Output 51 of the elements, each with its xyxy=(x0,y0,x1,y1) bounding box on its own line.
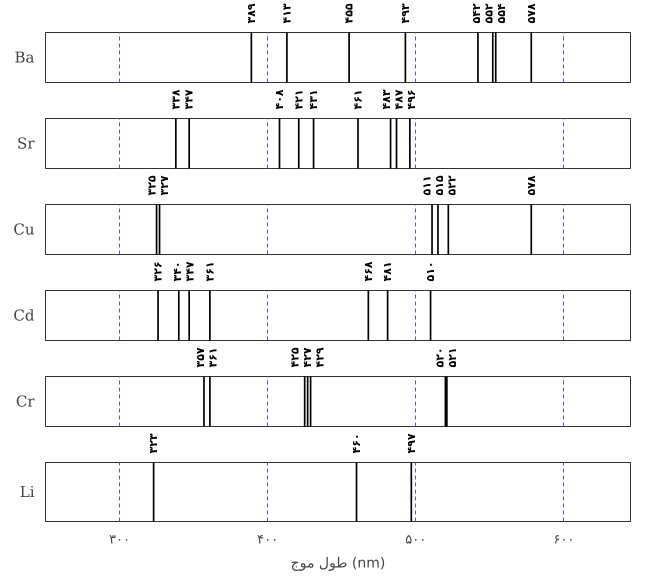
annotation: ۴۶۰ xyxy=(350,433,364,454)
annotation: ۴۸۱ xyxy=(381,261,394,282)
y-axis-title: Sr xyxy=(17,134,36,152)
annotation: ۵۷۸ xyxy=(524,3,538,24)
annotation: ۵۲۰ xyxy=(433,347,446,368)
annotation: ۴۹۳ xyxy=(398,3,412,24)
annotation: ۳۲۵ xyxy=(145,175,158,196)
annotation: ۴۲۵ xyxy=(288,347,302,368)
annotation: ۵۲۱ xyxy=(446,347,459,368)
annotation: ۳۸۹ xyxy=(244,3,258,24)
annotation: ۳۴۷ xyxy=(182,89,196,110)
y-axis-title: Cr xyxy=(16,392,36,410)
annotation: ۵۷۸ xyxy=(524,175,538,196)
annotation: ۳۶۱ xyxy=(203,261,216,282)
annotation: ۵۴۲ xyxy=(470,3,483,24)
annotation: ۴۹۶ xyxy=(404,89,418,110)
annotation: ۳۳۸ xyxy=(169,89,182,110)
annotation: ۳۴۰ xyxy=(171,261,184,282)
annotation: ۵۵۴ xyxy=(494,3,508,24)
annotation: ۴۵۵ xyxy=(342,3,356,24)
y-axis-title: Li xyxy=(20,483,35,501)
annotation: ۴۶۸ xyxy=(362,261,375,282)
annotation: ۳۲۳ xyxy=(147,433,160,454)
x-tick-label: ۵۰۰ xyxy=(405,532,426,548)
x-tick-label: ۴۰۰ xyxy=(257,532,278,548)
y-axis-title: Ba xyxy=(14,48,35,66)
annotation: ۵۱۰ xyxy=(424,261,438,282)
annotation: ۴۲۹ xyxy=(314,347,327,368)
annotation: ۴۲۱ xyxy=(292,89,306,110)
annotation: ۴۱۳ xyxy=(280,3,294,24)
annotation: ۴۸۳ xyxy=(380,89,393,110)
annotation: ۳۴۷ xyxy=(184,261,197,282)
annotation: ۳۲۶ xyxy=(152,261,165,282)
annotation: ۴۳۱ xyxy=(307,89,320,110)
annotation: ۵۵۲ xyxy=(482,3,496,24)
annotation: ۳۲۷ xyxy=(158,175,171,196)
y-axis-title: Cu xyxy=(13,220,35,238)
annotation: ۳۵۷ xyxy=(194,347,208,368)
x-tick-label: ۶۰۰ xyxy=(553,532,574,548)
annotation: ۵۱۵ xyxy=(432,175,446,196)
annotation: ۴۸۷ xyxy=(392,89,406,110)
annotation: ۴۲۷ xyxy=(301,347,314,368)
x-tick-label: ۳۰۰ xyxy=(109,532,130,548)
annotation: ۴۹۷ xyxy=(404,433,418,454)
x-axis-title: طول موج (nm) xyxy=(290,556,386,572)
annotation: ۴۶۱ xyxy=(351,89,364,110)
y-axis-title: Cd xyxy=(13,306,35,324)
annotation: ۳۶۱ xyxy=(206,347,220,368)
annotation: ۵۱۱ xyxy=(420,175,434,196)
annotation: ۵۲۲ xyxy=(445,175,458,196)
annotation: ۴۰۸ xyxy=(273,89,286,110)
